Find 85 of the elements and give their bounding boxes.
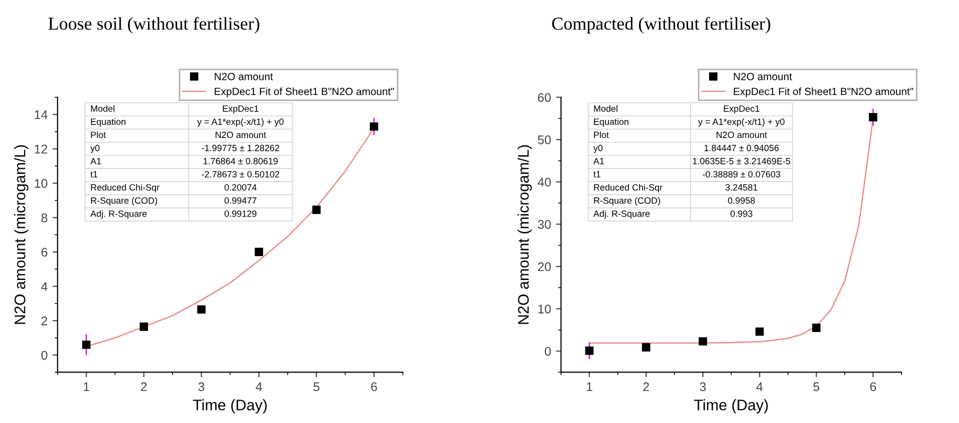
chart-title: Compacted (without fertiliser) xyxy=(552,16,770,34)
y-tick-label: 10 xyxy=(538,304,551,314)
x-tick-label: 3 xyxy=(700,382,706,392)
annotation: -0.38889 ± 0.07603 xyxy=(702,171,780,178)
annotation: y0 xyxy=(593,144,603,153)
chart-title: Loose soil (without fertiliser) xyxy=(48,16,260,34)
annotation: N2O amount xyxy=(716,132,767,138)
annotation: Reduced Chi-Sqr xyxy=(594,184,662,192)
point xyxy=(197,305,206,314)
annotation: 1.84447 ± 0.94056 xyxy=(704,144,779,152)
annotation: t1 xyxy=(90,171,98,178)
y-tick-label: 14 xyxy=(34,110,48,120)
y-tick-label: 20 xyxy=(538,262,551,272)
annotation: R-Square (COD) xyxy=(91,197,157,206)
annotation: 0.99129 xyxy=(224,210,256,217)
annotation: t1 xyxy=(593,171,600,178)
annotation: 0.99477 xyxy=(224,197,256,204)
legend-label: ExpDec1 Fit of Sheet1 B"N2O amount" xyxy=(214,87,394,98)
y-tick-label: 40 xyxy=(538,178,551,187)
x-axis-title: Time (Day) xyxy=(694,399,768,414)
x-tick-label: 6 xyxy=(371,382,377,392)
annotation: -1.99775 ± 1.28262 xyxy=(202,144,280,152)
annotation: Model xyxy=(91,105,114,112)
y-tick-label: 2 xyxy=(41,316,48,326)
y-tick-label: 6 xyxy=(42,248,48,257)
y-tick-label: 50 xyxy=(538,135,551,144)
annotation: 1.76864 ± 0.80619 xyxy=(204,158,278,164)
annotation: Equation xyxy=(91,118,126,127)
point xyxy=(698,337,708,346)
annotation: y = A1*exp(-x/t1) + y0 xyxy=(197,118,284,127)
annotation: Reduced Chi-Sqr xyxy=(91,184,160,192)
y-tick-label: 12 xyxy=(34,144,48,154)
point xyxy=(755,327,764,336)
annotation: Equation xyxy=(594,118,628,127)
annotation: 3.24581 xyxy=(725,184,758,191)
point xyxy=(585,346,594,355)
point xyxy=(370,122,378,131)
y-tick-label: 4 xyxy=(41,282,48,291)
annotation: Plot xyxy=(594,131,609,138)
x-tick-label: 5 xyxy=(313,382,320,392)
annotation: A1 xyxy=(593,158,604,164)
point xyxy=(812,324,821,332)
x-tick-label: 3 xyxy=(198,382,204,392)
legend-label: ExpDec1 Fit of Sheet1 B"N2O amount" xyxy=(734,87,914,98)
annotation: y0 xyxy=(90,144,100,153)
annotation: Plot xyxy=(91,131,106,138)
y-tick-label: 60 xyxy=(538,93,551,102)
point xyxy=(82,340,90,349)
y-tick-label: 0 xyxy=(41,350,48,360)
y-tick-label: 8 xyxy=(41,213,48,222)
point xyxy=(254,248,264,256)
x-tick-label: 4 xyxy=(256,382,262,392)
annotation: ExpDec1 xyxy=(222,105,258,114)
annotation: Adj. R-Square xyxy=(90,210,147,219)
y-axis-title: N2O amount (microgam/L) xyxy=(14,145,28,324)
annotation: A1 xyxy=(90,158,101,164)
annotation: R-Square (COD) xyxy=(594,197,660,206)
annotation: 1.0635E-5 ± 3.21469E-5 xyxy=(692,158,790,164)
x-tick-label: 6 xyxy=(870,382,876,392)
point xyxy=(642,343,650,352)
annotation: N2O amount xyxy=(216,132,266,138)
x-tick-label: 4 xyxy=(756,382,763,392)
legend-label: N2O amount xyxy=(214,72,273,80)
point xyxy=(868,113,878,122)
annotation: 0.9958 xyxy=(728,197,755,204)
y-tick-label: 10 xyxy=(34,179,48,188)
x-axis-title: Time (Day) xyxy=(193,399,267,414)
point xyxy=(312,206,321,214)
y-tick-label: 30 xyxy=(538,220,551,229)
y-axis-title: N2O amount (microgam/L) xyxy=(518,145,532,324)
annotation: y = A1*exp(-x/t1) + y0 xyxy=(698,118,785,127)
x-tick-label: 5 xyxy=(813,382,820,392)
annotation: 0.20074 xyxy=(224,184,257,191)
y-tick-label: 0 xyxy=(544,346,551,356)
x-tick-label: 2 xyxy=(643,382,649,392)
annotation: Model xyxy=(594,105,618,112)
legend-label: N2O amount xyxy=(734,72,792,80)
x-tick-label: 2 xyxy=(141,382,147,392)
annotation: ExpDec1 xyxy=(724,105,760,114)
annotation: -2.78673 ± 0.50102 xyxy=(202,171,280,178)
annotation: 0.993 xyxy=(730,210,752,217)
x-tick-label: 1 xyxy=(586,382,592,392)
annotation: Adj. R-Square xyxy=(593,210,650,219)
x-tick-label: 1 xyxy=(84,382,90,392)
point xyxy=(140,322,148,331)
